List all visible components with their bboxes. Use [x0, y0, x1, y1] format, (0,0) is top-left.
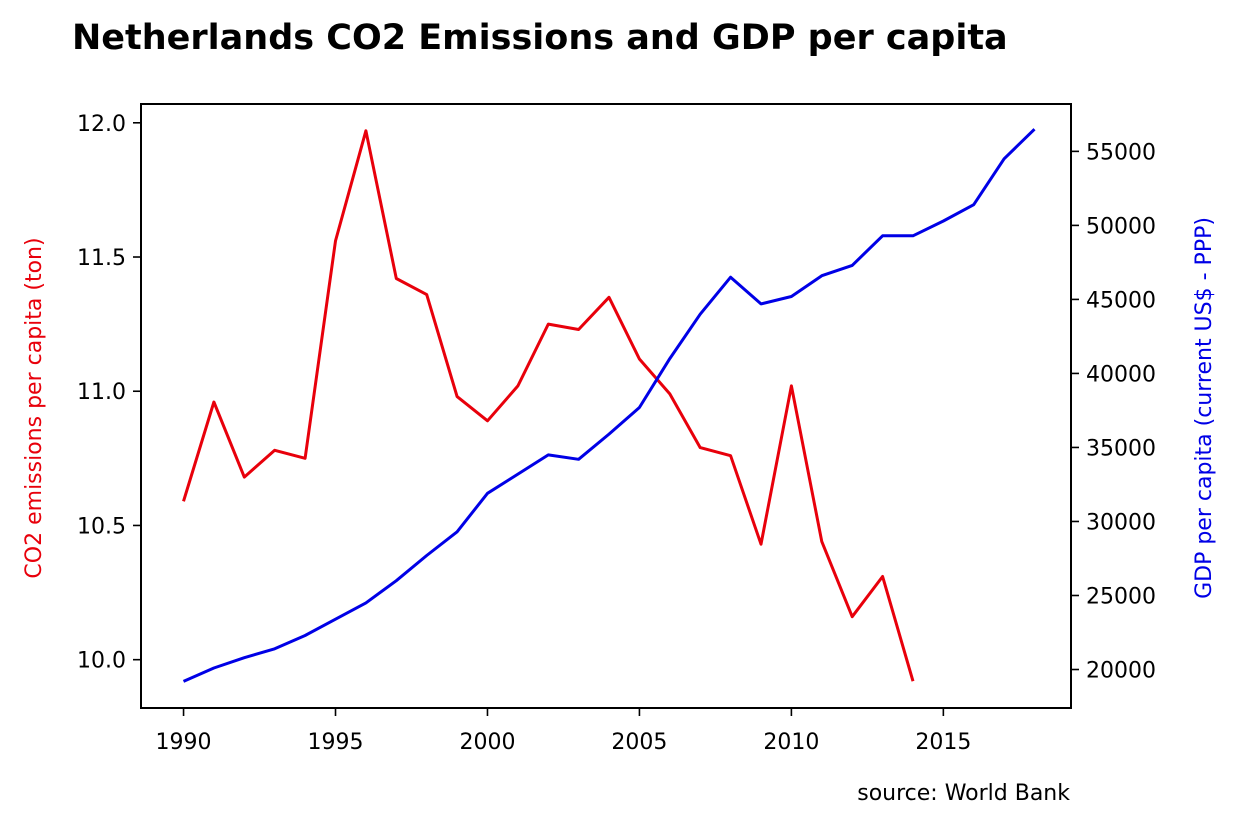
chart-title: Netherlands CO2 Emissions and GDP per ca… [72, 18, 1008, 58]
plot-area: 1990 1995 2000 2005 2010 2015 10.0 10.5 11.0 11.5… [77, 103, 1156, 755]
x-tick-label: 2000 [459, 730, 515, 755]
left-y-tick-label: 12.0 [77, 112, 126, 137]
source-note: source: World Bank [857, 781, 1070, 806]
plot-frame [140, 103, 1072, 709]
x-tick-label: 2015 [915, 730, 971, 755]
x-tick-label: 2005 [611, 730, 667, 755]
x-tick-label: 2010 [763, 730, 819, 755]
left-y-tick-label: 10.5 [77, 514, 126, 539]
series-line-gdp [182, 128, 1036, 683]
left-axis-label: CO2 emissions per capita (ton) [22, 237, 47, 578]
right-y-tick-label: 25000 [1086, 584, 1156, 609]
left-y-tick-label: 11.0 [77, 380, 126, 405]
left-y-tick-label: 10.0 [77, 649, 126, 674]
right-y-tick-label: 55000 [1086, 140, 1156, 165]
right-y-tick-label: 45000 [1086, 288, 1156, 313]
left-y-tick-label: 11.5 [77, 246, 126, 271]
right-y-tick-label: 20000 [1086, 659, 1156, 684]
right-y-tick-label: 30000 [1086, 510, 1156, 535]
right-y-tick-label: 50000 [1086, 214, 1156, 239]
right-axis-label: GDP per capita (current US$ - PPP) [1192, 217, 1217, 599]
series-line-co2 [182, 129, 915, 682]
x-tick-label: 1990 [156, 730, 212, 755]
right-y-tick-label: 40000 [1086, 362, 1156, 387]
x-tick-label: 1995 [308, 730, 364, 755]
right-y-tick-label: 35000 [1086, 436, 1156, 461]
